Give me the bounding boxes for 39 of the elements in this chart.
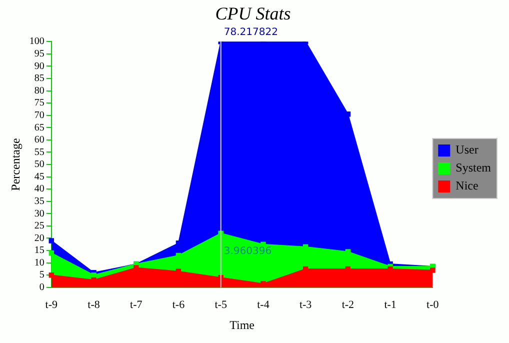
y-tick-label: 35: [34, 196, 44, 207]
x-tick-label: t-9: [45, 298, 58, 311]
legend-label: Nice: [456, 178, 478, 193]
y-tick-label: 75: [34, 98, 44, 109]
y-tick-label: 40: [34, 184, 44, 195]
x-tick-label: t-3: [299, 298, 312, 311]
y-tick-label: 80: [34, 85, 44, 96]
legend-label: System: [456, 160, 492, 175]
y-tick-label: 25: [34, 220, 44, 232]
y-tick-label: 100: [29, 36, 44, 48]
y-tick-label: 10: [34, 257, 44, 268]
y-tick-label: 0: [39, 282, 44, 294]
x-axis-title: Time: [230, 318, 254, 332]
y-tick-label: 15: [34, 245, 44, 256]
y-tick-label: 85: [34, 73, 44, 84]
y-tick-label: 60: [34, 134, 44, 146]
y-tick-label: 65: [34, 122, 44, 134]
y-tick-label: 30: [34, 208, 44, 220]
x-tick-label: t-1: [384, 298, 396, 311]
chart-title: CPU Stats: [215, 4, 291, 24]
y-tick-label: 50: [34, 159, 44, 170]
x-tick-label: t-7: [130, 298, 143, 311]
y-tick-label: 20: [34, 232, 44, 244]
annotation: 3.960396: [224, 246, 272, 257]
y-tick-label: 5: [39, 270, 44, 281]
y-axis-title: Percentage: [8, 138, 22, 191]
x-tick-label: t-0: [426, 298, 440, 311]
legend-label: User: [456, 142, 478, 157]
y-tick-label: 70: [34, 110, 44, 121]
y-tick-label: 55: [34, 146, 44, 158]
y-tick-label: 90: [34, 60, 44, 72]
x-tick-label: t-4: [257, 298, 270, 311]
y-tick-label: 95: [34, 48, 44, 60]
annotation: 78.217822: [224, 27, 278, 38]
x-tick-label: t-5: [214, 298, 228, 311]
x-tick-label: t-6: [172, 298, 186, 311]
y-tick-label: 45: [34, 171, 44, 182]
x-tick-label: t-2: [342, 298, 354, 311]
x-tick-label: t-8: [88, 298, 100, 311]
